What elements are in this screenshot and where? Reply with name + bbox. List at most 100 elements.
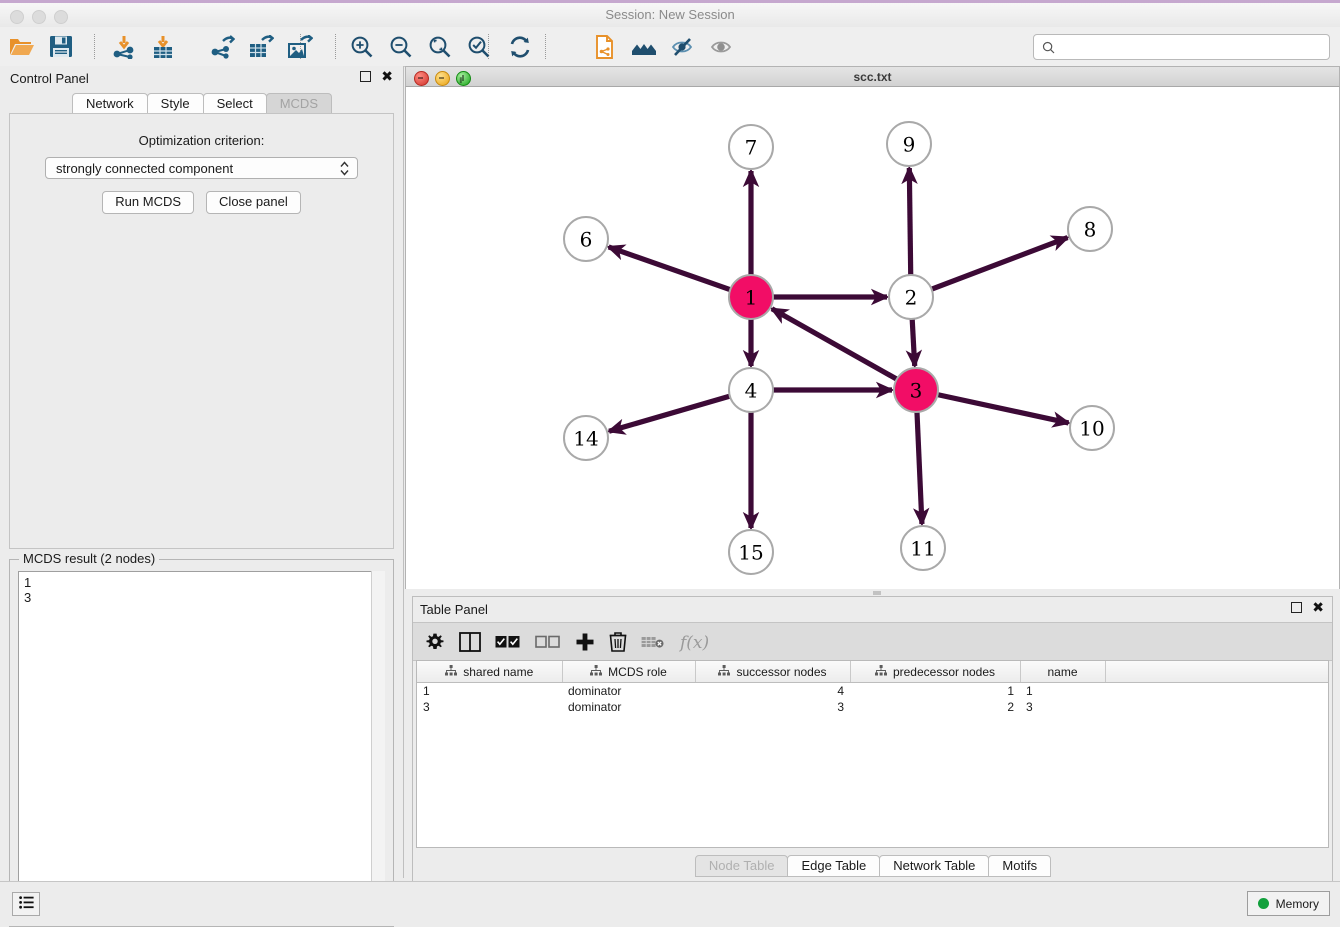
- graph-edge[interactable]: [606, 244, 732, 293]
- table-row[interactable]: 3 dominator 3 2 3: [417, 699, 1328, 715]
- graph-node[interactable]: 2: [888, 274, 934, 320]
- tab-network[interactable]: Network: [71, 93, 148, 113]
- zoom-dot-icon[interactable]: [456, 71, 471, 86]
- hide-selected-button[interactable]: [663, 27, 702, 66]
- table-row[interactable]: 1 dominator 4 1 1: [417, 683, 1328, 700]
- graph-node[interactable]: 8: [1067, 206, 1113, 252]
- graph-edge[interactable]: [936, 392, 1072, 428]
- divider-grip[interactable]: [872, 591, 881, 595]
- add-column-button[interactable]: [575, 630, 595, 654]
- panel-divider[interactable]: [405, 589, 1340, 596]
- column-label: shared name: [463, 664, 534, 679]
- delete-column-button[interactable]: [609, 630, 627, 654]
- network-graph[interactable]: 7 9 6 8 1 2 4 3 14 10 15 11: [406, 87, 1339, 588]
- tab-select[interactable]: Select: [202, 93, 267, 113]
- show-all-button[interactable]: [702, 27, 741, 66]
- memory-button[interactable]: Memory: [1246, 891, 1330, 916]
- tab-mcds[interactable]: MCDS: [265, 93, 332, 113]
- save-session-button[interactable]: [41, 27, 80, 66]
- graph-node-label: 2: [905, 286, 918, 310]
- run-mcds-button[interactable]: Run MCDS: [102, 191, 195, 214]
- search-input[interactable]: [1061, 39, 1315, 55]
- toggle-columns-button[interactable]: [459, 630, 481, 654]
- graph-node[interactable]: 14: [563, 415, 609, 461]
- optimization-criterion-select[interactable]: strongly connected component: [45, 157, 358, 179]
- cell-successor-nodes: 4: [837, 684, 844, 698]
- import-table-button[interactable]: [143, 27, 182, 66]
- import-network-button[interactable]: [104, 27, 143, 66]
- select-all-button[interactable]: [495, 630, 521, 654]
- cell-filler: [1105, 699, 1328, 715]
- close-window-button[interactable]: [10, 10, 24, 24]
- close-panel-button[interactable]: Close panel: [206, 191, 301, 214]
- minimize-window-button[interactable]: [32, 10, 46, 24]
- table-header-row: shared name MCDS role: [417, 661, 1328, 683]
- cell-name: 3: [1026, 700, 1033, 714]
- graph-node-label: 9: [903, 133, 916, 157]
- export-table-button[interactable]: [241, 27, 280, 66]
- maximize-window-button[interactable]: [54, 10, 68, 24]
- graph-node[interactable]: 7: [728, 124, 774, 170]
- table-toolbar: f(x): [413, 622, 1332, 661]
- close-icon[interactable]: ✖: [381, 68, 393, 84]
- graph-node[interactable]: 10: [1069, 405, 1115, 451]
- tab-node-table[interactable]: Node Table: [694, 855, 789, 877]
- task-list-button[interactable]: [12, 892, 40, 916]
- column-header-predecessor-nodes[interactable]: predecessor nodes: [850, 661, 1021, 683]
- graph-node[interactable]: 3: [893, 367, 939, 413]
- main-toolbar: [0, 27, 1340, 67]
- deselect-all-button[interactable]: [535, 630, 561, 654]
- mcds-result-text[interactable]: 1 3: [18, 571, 385, 918]
- column-header-shared-name[interactable]: shared name: [417, 661, 563, 683]
- column-header-successor-nodes[interactable]: successor nodes: [695, 661, 851, 683]
- graph-node[interactable]: 11: [900, 525, 946, 571]
- network-canvas[interactable]: 7 9 6 8 1 2 4 3 14 10 15 11: [405, 87, 1340, 589]
- zoom-out-button[interactable]: [381, 27, 420, 66]
- result-scrollbar[interactable]: [371, 571, 385, 918]
- tab-motifs[interactable]: Motifs: [988, 855, 1052, 877]
- column-type-icon: [718, 664, 731, 679]
- graph-edge[interactable]: [912, 411, 930, 527]
- graph-node[interactable]: 6: [563, 216, 609, 262]
- close-dot-icon[interactable]: [414, 71, 429, 86]
- graph-node[interactable]: 4: [728, 367, 774, 413]
- node-table[interactable]: shared name MCDS role: [416, 660, 1329, 848]
- search-box[interactable]: [1033, 34, 1330, 60]
- open-file-button[interactable]: [2, 27, 41, 66]
- tab-edge-table[interactable]: Edge Table: [787, 855, 881, 877]
- graph-node[interactable]: 1: [728, 274, 774, 320]
- graph-node-label: 1: [745, 286, 758, 310]
- float-window-icon[interactable]: [360, 71, 372, 82]
- first-neighbors-button[interactable]: [624, 27, 663, 66]
- export-network-button[interactable]: [202, 27, 241, 66]
- cell-successor-nodes: 3: [837, 700, 844, 714]
- fit-network-button[interactable]: [420, 27, 459, 66]
- remove-table-button[interactable]: [641, 630, 665, 654]
- graph-edge[interactable]: [905, 318, 923, 369]
- tab-network-table[interactable]: Network Table: [879, 855, 990, 877]
- refresh-layout-button[interactable]: [500, 27, 539, 66]
- graph-edge[interactable]: [606, 393, 731, 435]
- graph-edge[interactable]: [930, 235, 1071, 292]
- column-header-name[interactable]: name: [1020, 661, 1106, 683]
- close-icon[interactable]: ✖: [1312, 599, 1324, 615]
- zoom-in-button[interactable]: [342, 27, 381, 66]
- session-title: Session: New Session: [605, 7, 735, 22]
- network-window-controls[interactable]: [414, 71, 471, 86]
- cell-mcds-role: dominator: [568, 684, 622, 698]
- graph-edge[interactable]: [769, 306, 899, 382]
- fit-selected-button[interactable]: [459, 27, 498, 66]
- window-traffic-lights[interactable]: [10, 10, 68, 24]
- graph-edge[interactable]: [901, 165, 918, 276]
- graph-node[interactable]: 15: [728, 529, 774, 575]
- tab-style[interactable]: Style: [146, 93, 204, 113]
- table-settings-button[interactable]: [425, 630, 445, 654]
- function-builder-button[interactable]: f(x): [679, 630, 713, 654]
- graph-node[interactable]: 9: [886, 121, 932, 167]
- cell-shared-name: 3: [423, 700, 430, 714]
- minimize-dot-icon[interactable]: [435, 71, 450, 86]
- new-network-button[interactable]: [585, 27, 624, 66]
- export-image-button[interactable]: [280, 27, 319, 66]
- float-window-icon[interactable]: [1291, 602, 1303, 613]
- column-header-mcds-role[interactable]: MCDS role: [562, 661, 696, 683]
